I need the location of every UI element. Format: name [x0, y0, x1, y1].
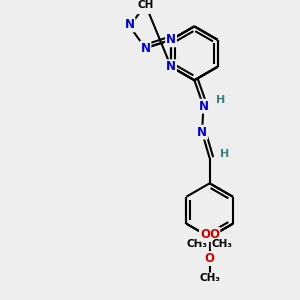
- Text: H: H: [216, 95, 225, 105]
- Text: H: H: [220, 148, 230, 159]
- Text: O: O: [205, 252, 214, 265]
- Text: CH₃: CH₃: [212, 239, 233, 249]
- Text: N: N: [124, 18, 135, 31]
- Text: N: N: [197, 126, 207, 139]
- Text: CH₃: CH₃: [187, 239, 208, 249]
- Text: CH₃: CH₃: [199, 273, 220, 284]
- Text: N: N: [166, 33, 176, 46]
- Text: N: N: [140, 42, 150, 55]
- Text: O: O: [200, 228, 210, 241]
- Text: N: N: [166, 60, 176, 73]
- Text: CH: CH: [137, 0, 154, 10]
- Text: N: N: [199, 100, 208, 113]
- Text: O: O: [209, 228, 219, 241]
